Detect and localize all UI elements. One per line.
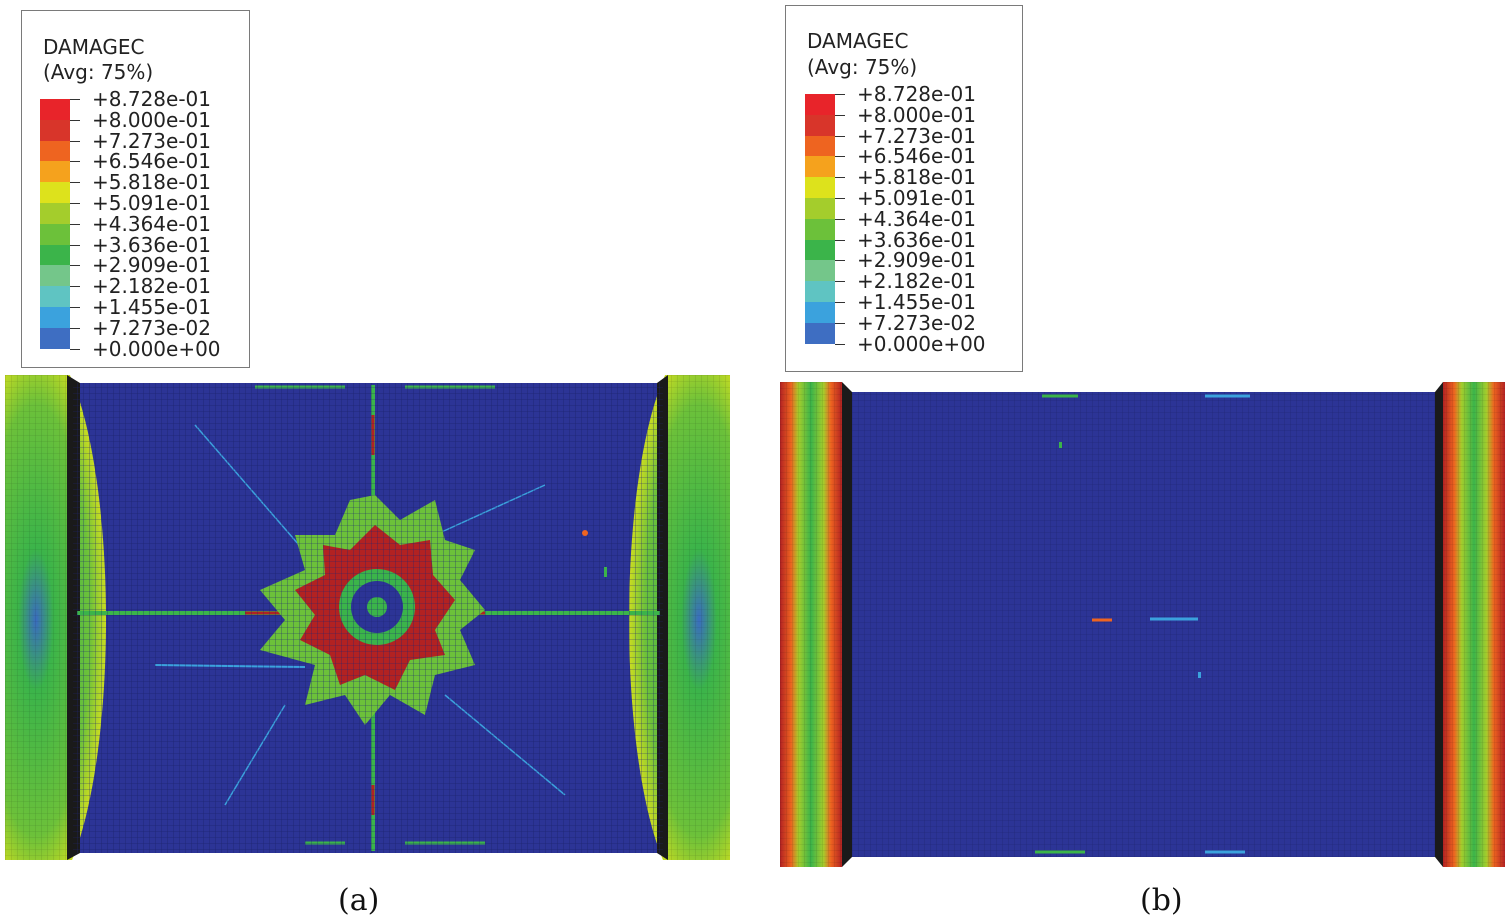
legend-level-label: +3.636e-01 — [92, 232, 211, 257]
legend-band — [805, 94, 835, 115]
legend-a: DAMAGEC (Avg: 75%) +8.728e-01 +8.000e-01 +… — [21, 10, 250, 368]
legend-level-label: +5.818e-01 — [857, 165, 976, 190]
legend-tick — [70, 244, 80, 246]
legend-tick — [70, 265, 80, 267]
legend-level-label: +2.909e-01 — [857, 248, 976, 273]
legend-band — [40, 265, 70, 287]
legend-tick — [835, 239, 845, 241]
legend-tick — [70, 119, 80, 121]
legend-tick — [70, 161, 80, 163]
legend-level-label: +2.909e-01 — [92, 253, 211, 278]
legend-band — [805, 281, 835, 303]
panel-b: DAMAGEC (Avg: 75%) +8.728e-01 +8.000e-01 +… — [754, 0, 1508, 923]
legend-level-label: +2.182e-01 — [92, 274, 211, 299]
legend-band — [40, 307, 70, 328]
legend-level-label: +5.818e-01 — [92, 170, 211, 195]
legend-tick — [70, 307, 80, 308]
legend-level-label: +0.000e+00 — [92, 336, 221, 361]
legend-level-label: +8.000e-01 — [92, 107, 211, 132]
legend-band — [805, 156, 835, 178]
legend-tick — [70, 99, 80, 100]
legend-band — [40, 327, 70, 349]
legend-band — [805, 177, 835, 199]
crack-pattern — [1035, 394, 1250, 854]
legend-band — [805, 218, 835, 240]
legend-tick — [835, 281, 845, 283]
legend-level-label: +4.364e-01 — [92, 211, 211, 236]
legend-tick — [70, 286, 80, 288]
caption-a: (a) — [338, 883, 380, 918]
legend-band — [805, 239, 835, 261]
legend-subtitle: (Avg: 75%) — [43, 60, 154, 84]
legend-tick — [835, 218, 845, 220]
legend-title: DAMAGEC — [807, 29, 909, 53]
legend-band — [40, 182, 70, 204]
legend-level-label: +8.000e-01 — [857, 102, 976, 127]
legend-band — [40, 286, 70, 308]
legend-tick — [835, 302, 845, 303]
legend-tick — [835, 322, 845, 324]
damage-contour-b — [780, 382, 1505, 867]
legend-level-label: +3.636e-01 — [857, 227, 976, 252]
legend-tick — [70, 182, 80, 184]
legend-tick — [70, 203, 80, 204]
legend-level-label: +8.728e-01 — [92, 87, 211, 111]
legend-title: DAMAGEC — [43, 35, 145, 59]
legend-b: DAMAGEC (Avg: 75%) +8.728e-01 +8.000e-01 +… — [785, 5, 1023, 372]
legend-level-label: +7.273e-01 — [857, 123, 976, 148]
legend-level-label: +8.728e-01 — [857, 82, 976, 106]
legend-band — [40, 223, 70, 245]
legend-band — [40, 203, 70, 224]
legend-tick — [835, 343, 845, 345]
legend-tick — [70, 140, 80, 142]
legend-band — [805, 114, 835, 136]
legend-tick — [70, 223, 80, 225]
legend-band — [40, 161, 70, 183]
legend-level-label: +7.273e-02 — [857, 310, 976, 335]
damage-contour-a — [5, 375, 730, 860]
legend-band — [805, 135, 835, 157]
legend-band — [805, 302, 835, 323]
legend-tick — [835, 94, 845, 95]
legend-band — [40, 99, 70, 120]
legend-band — [40, 244, 70, 266]
legend-level-label: +7.273e-01 — [92, 128, 211, 153]
legend-band — [805, 322, 835, 344]
panel-a: DAMAGEC (Avg: 75%) +8.728e-01 +8.000e-01 +… — [0, 0, 754, 923]
legend-level-label: +5.091e-01 — [857, 186, 976, 210]
legend-band — [40, 119, 70, 141]
legend-level-label: +4.364e-01 — [857, 206, 976, 231]
legend-level-label: +1.455e-01 — [857, 290, 976, 314]
legend-level-label: +2.182e-01 — [857, 269, 976, 294]
legend-tick — [835, 198, 845, 199]
legend-band — [40, 140, 70, 162]
legend-level-label: +0.000e+00 — [857, 331, 986, 356]
legend-tick — [70, 348, 80, 350]
legend-tick — [70, 327, 80, 329]
legend-tick — [835, 260, 845, 262]
legend-tick — [835, 177, 845, 179]
legend-tick — [835, 156, 845, 158]
legend-tick — [835, 114, 845, 116]
legend-level-label: +6.546e-01 — [857, 144, 976, 169]
damage-zone — [73, 383, 663, 853]
legend-level-label: +7.273e-02 — [92, 315, 211, 340]
legend-subtitle: (Avg: 75%) — [807, 55, 918, 79]
legend-level-label: +5.091e-01 — [92, 191, 211, 215]
caption-b: (b) — [1140, 883, 1183, 918]
legend-band — [805, 260, 835, 282]
legend-level-label: +6.546e-01 — [92, 149, 211, 174]
legend-level-label: +1.455e-01 — [92, 295, 211, 319]
legend-band — [805, 198, 835, 219]
legend-tick — [835, 135, 845, 137]
